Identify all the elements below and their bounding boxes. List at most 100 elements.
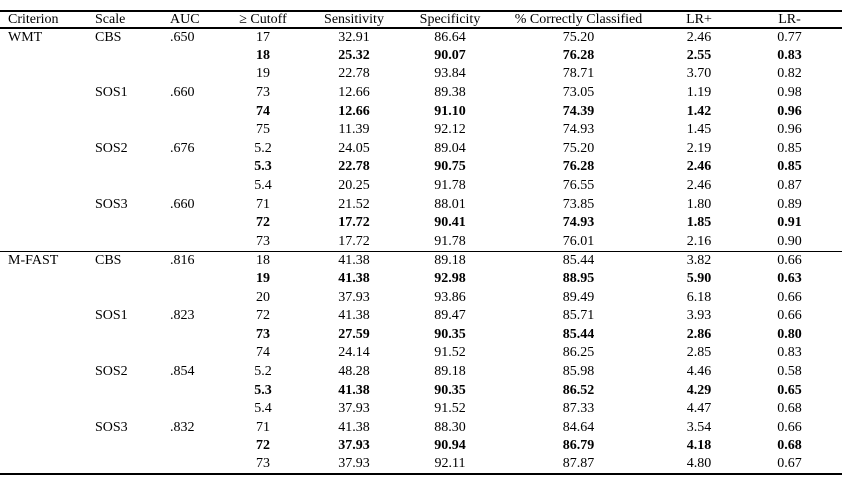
specificity-cell: 91.10: [434, 103, 466, 119]
pct-correct-cell: 74.93: [562, 122, 595, 138]
pct-correct-cell: 76.28: [562, 47, 595, 63]
specificity-cell: 89.18: [404, 250, 496, 270]
specificity-cell: 88.30: [434, 419, 466, 435]
lr-plus-cell: 1.80: [686, 196, 712, 212]
pct-correct-cell: 78.71: [562, 66, 595, 82]
criterion-cell: [0, 288, 88, 307]
scale-cell: [88, 400, 160, 419]
lr-minus-cell: 0.66: [777, 419, 802, 435]
lr-plus-cell: 4.18: [686, 438, 712, 454]
cutoff-cell: 5.3: [254, 159, 272, 175]
sensitivity-cell: 27.59: [338, 326, 370, 342]
table-header: Criterion Scale AUC ≥ Cutoff Sensitivity…: [0, 11, 842, 28]
pct-correct-cell: 76.28: [562, 159, 595, 175]
scale-cell: SOS3: [95, 196, 128, 212]
pct-correct-cell: 74.93: [562, 215, 595, 231]
lr-minus-cell: 0.85: [777, 140, 802, 156]
table-row: 74 12.66 91.10 74.39 1.42 0.96: [0, 102, 842, 121]
auc-cell: [160, 456, 222, 475]
lr-plus-cell: 4.47: [686, 401, 712, 417]
sensitivity-cell: 20.25: [338, 178, 370, 194]
table-row: 73 27.59 90.35 85.44 2.86 0.80: [0, 326, 842, 345]
cutoff-cell: 73: [256, 456, 270, 472]
pct-correct-cell: 73.85: [562, 196, 595, 212]
criterion-cell: [0, 326, 88, 345]
lr-plus-cell: 1.19: [686, 85, 712, 101]
cutoff-cell: 18: [256, 47, 270, 63]
sensitivity-cell: 24.05: [338, 140, 370, 156]
lr-plus-cell: 2.46: [686, 29, 712, 45]
lr-plus-cell: 2.46: [686, 178, 712, 194]
criterion-cell: [0, 456, 88, 475]
specificity-cell: 90.35: [434, 326, 466, 342]
pct-correct-cell: 76.01: [562, 233, 595, 249]
specificity-cell: 89.47: [434, 308, 466, 324]
specificity-cell: 93.86: [434, 289, 466, 305]
scale-cell: [88, 326, 160, 345]
scale-cell: CBS: [95, 29, 122, 45]
column-header-sensitivity: Sensitivity: [324, 11, 384, 27]
criterion-cell: [0, 140, 88, 159]
lr-plus-cell: 4.29: [686, 382, 712, 398]
lr-minus-cell: 0.91: [777, 215, 802, 231]
column-header-auc: AUC: [170, 11, 200, 27]
lr-minus-cell: 0.83: [777, 47, 802, 63]
sensitivity-cell: 48.28: [338, 363, 370, 379]
lr-plus-cell: 4.80: [686, 456, 712, 472]
scale-cell: [88, 344, 160, 363]
cutoff-cell: 5.3: [254, 382, 272, 398]
table-row: 5.4 20.25 91.78 76.55 2.46 0.87: [0, 177, 842, 196]
auc-cell: .854: [170, 363, 195, 379]
scale-cell: SOS3: [95, 419, 128, 435]
criterion-cell: [0, 270, 88, 289]
lr-minus-cell: 0.66: [777, 289, 802, 305]
pct-correct-cell: 75.20: [562, 140, 595, 156]
column-header-pct-correct: % Correctly Classified: [514, 11, 643, 27]
lr-plus-cell: 2.86: [686, 326, 712, 342]
lr-minus-cell: 0.87: [777, 178, 802, 194]
auc-cell: [160, 326, 222, 345]
sensitivity-cell: 24.14: [338, 345, 370, 361]
pct-correct-cell: 85.71: [562, 308, 595, 324]
pct-correct-cell: 85.44: [562, 326, 595, 342]
table-row: 5.3 22.78 90.75 76.28 2.46 0.85: [0, 158, 842, 177]
auc-cell: .832: [170, 419, 195, 435]
lr-plus-cell: 1.42: [686, 103, 712, 119]
scale-cell: [88, 288, 160, 307]
cutoff-cell: 5.2: [254, 363, 272, 379]
scale-cell: [88, 65, 160, 84]
pct-correct-cell: 84.64: [562, 419, 595, 435]
lr-minus-cell: 0.77: [777, 29, 802, 45]
sensitivity-cell: 12.66: [338, 103, 370, 119]
criterion-cell: [0, 344, 88, 363]
column-header-scale: Scale: [95, 11, 126, 27]
specificity-cell: 90.35: [434, 382, 466, 398]
auc-cell: .660: [170, 85, 195, 101]
auc-cell: .660: [170, 196, 195, 212]
auc-cell: [160, 400, 222, 419]
criterion-cell: [0, 400, 88, 419]
auc-cell: [160, 288, 222, 307]
column-header-cutoff: ≥ Cutoff: [239, 11, 287, 27]
cutoff-cell: 74: [256, 345, 270, 361]
cutoff-cell: 71: [256, 419, 270, 435]
auc-cell: [160, 344, 222, 363]
criterion-cell: [0, 195, 88, 214]
scale-cell: [88, 214, 160, 233]
lr-plus-cell: 4.46: [686, 363, 712, 379]
pct-correct-cell: 85.44: [496, 250, 661, 270]
scale-cell: [88, 456, 160, 475]
auc-cell: .823: [170, 308, 195, 324]
scale-cell: [88, 121, 160, 140]
auc-cell: .816: [160, 250, 222, 270]
sensitivity-cell: 41.38: [338, 271, 370, 287]
sensitivity-cell: 37.93: [338, 456, 370, 472]
column-header-lr-plus: LR+: [686, 11, 712, 27]
lr-minus-cell: 0.96: [777, 103, 802, 119]
pct-correct-cell: 86.79: [562, 438, 595, 454]
specificity-cell: 91.78: [434, 178, 466, 194]
specificity-cell: 92.98: [434, 271, 466, 287]
lr-plus-cell: 3.82: [661, 250, 737, 270]
lr-minus-cell: 0.96: [777, 122, 802, 138]
auc-cell: [160, 214, 222, 233]
